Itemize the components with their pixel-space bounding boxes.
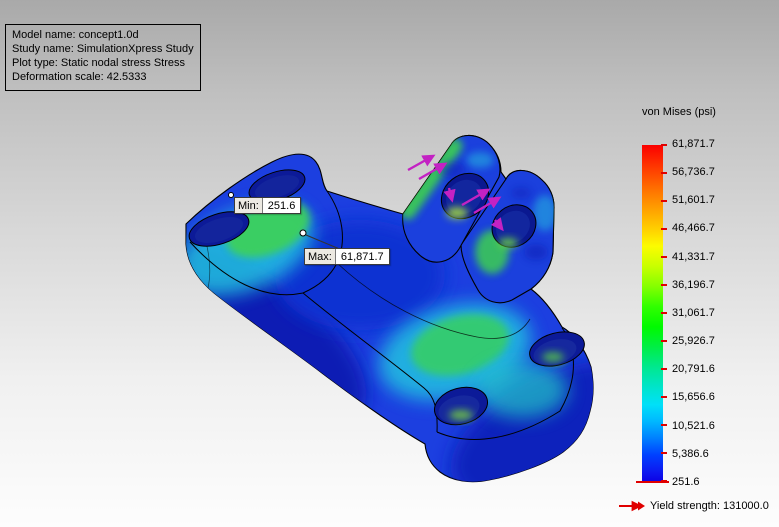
legend-colorbar [642,145,663,482]
legend-tick [661,452,667,454]
min-annotation-label: Min: [235,198,263,213]
legend-tick [661,200,667,202]
legend-tick [661,144,667,146]
yield-strength-label: Yield strength: 131000.0 [650,499,769,512]
pad-holes [434,331,585,426]
info-line-plot-type: Plot type: Static nodal stress Stress [12,57,186,69]
legend-value-label: 56,736.7 [672,166,715,179]
bracket-part[interactable] [104,134,687,527]
legend-value-label: 251.6 [672,475,700,488]
legend-tick [661,340,667,342]
legend-value-label: 5,386.6 [672,447,709,460]
legend-value-label: 46,466.7 [672,222,715,235]
info-line-deformation-scale: Deformation scale: 42.5333 [12,71,147,83]
legend-tick [661,368,667,370]
legend-tick [661,228,667,230]
info-line-study-name: Study name: SimulationXpress Study [12,43,194,55]
legend-value-label: 31,061.7 [672,306,715,319]
legend-colorbar-underline [636,481,669,483]
plate-holes [188,169,306,247]
legend-value-label: 25,926.7 [672,335,715,348]
legend-value-label: 15,656.6 [672,391,715,404]
info-line-model-name: Model name: concept1.0d [12,29,139,41]
yield-arrow-icon [619,500,645,511]
model-info-box: Model name: concept1.0d Study name: Simu… [5,24,201,91]
max-annotation[interactable]: Max: 61,871.7 [304,248,390,265]
legend-tick [661,172,667,174]
legend-value-label: 41,331.7 [672,250,715,263]
legend-tick [661,284,667,286]
legend-title: von Mises (psi) [642,106,716,118]
yield-strength-row: Yield strength: 131000.0 [618,498,769,513]
max-annotation-label: Max: [305,249,336,264]
legend-value-label: 36,196.7 [672,278,715,291]
min-annotation[interactable]: Min: 251.6 [234,197,302,214]
legend-tick [661,424,667,426]
legend-value-label: 61,871.7 [672,138,715,150]
legend-value-label: 51,601.7 [672,194,715,207]
min-annotation-value: 251.6 [262,198,301,213]
legend-value-label: 20,791.6 [672,363,715,376]
legend-tick [661,480,667,482]
max-annotation-value: 61,871.7 [335,249,389,264]
minmax-leaders [228,192,343,251]
legend-value-labels: 61,871.7 56,736.7 51,601.7 46,466.7 41,3… [672,138,715,489]
legend-tick [661,256,667,258]
legend-value-label: 10,521.6 [672,419,715,432]
legend-tick [661,396,667,398]
legend-tick [661,312,667,314]
load-arrows [407,154,504,232]
legend-ticks [661,144,667,482]
